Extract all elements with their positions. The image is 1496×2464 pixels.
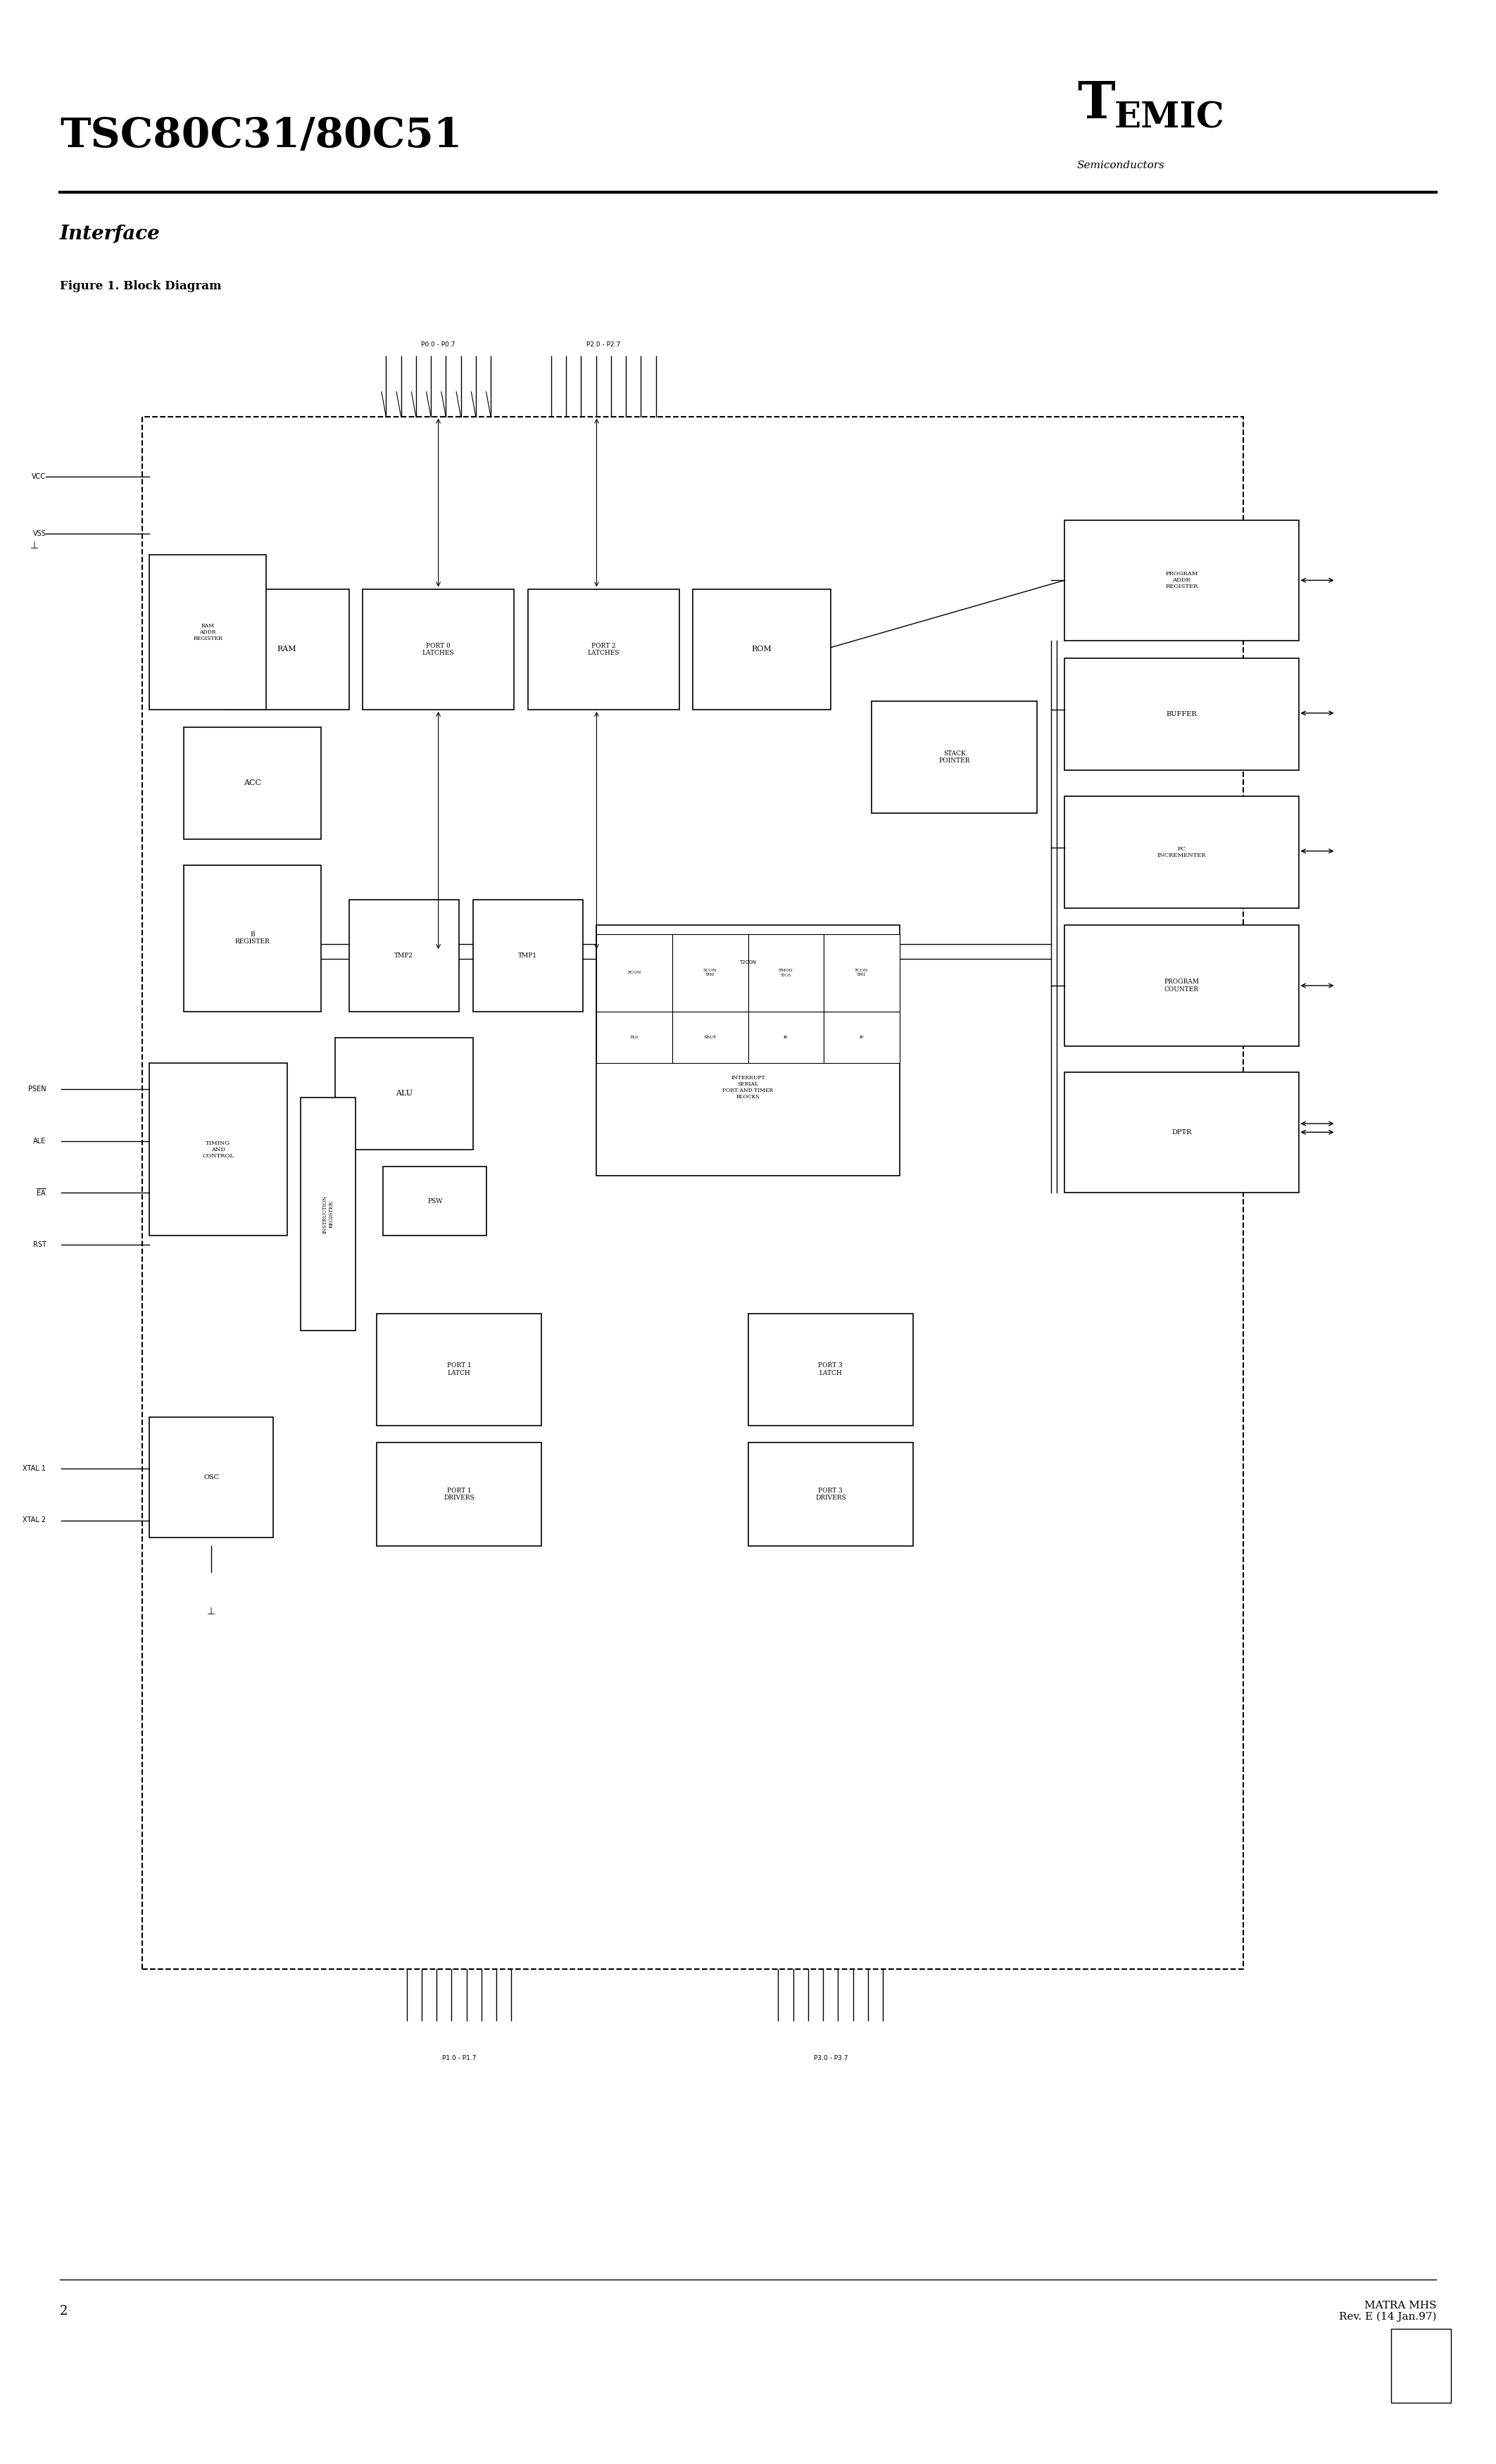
Text: PCON: PCON xyxy=(628,971,642,973)
Text: ROM: ROM xyxy=(751,646,772,653)
Bar xyxy=(184,727,322,840)
Text: Interface: Interface xyxy=(60,224,160,244)
Text: RAM
ADDR
REGISTER: RAM ADDR REGISTER xyxy=(193,623,223,641)
Bar xyxy=(824,1010,899,1064)
Text: PORT 3
DRIVERS: PORT 3 DRIVERS xyxy=(815,1488,845,1501)
Text: Figure 1. Block Diagram: Figure 1. Block Diagram xyxy=(60,281,221,291)
Bar xyxy=(597,934,672,1013)
Text: XTAL 1: XTAL 1 xyxy=(22,1466,46,1471)
Text: PROGRAM
COUNTER: PROGRAM COUNTER xyxy=(1164,978,1200,993)
Bar xyxy=(150,554,266,710)
Bar xyxy=(362,589,515,710)
Text: SCON
TH0: SCON TH0 xyxy=(703,968,717,976)
Text: STACK
POINTER: STACK POINTER xyxy=(939,749,969,764)
Text: PSEN: PSEN xyxy=(28,1087,46,1092)
Bar xyxy=(824,934,899,1013)
Text: IP: IP xyxy=(859,1035,863,1040)
Bar xyxy=(748,1010,824,1064)
Text: ⊥: ⊥ xyxy=(30,540,39,549)
Bar xyxy=(1065,926,1299,1047)
Text: EMIC: EMIC xyxy=(1115,101,1225,136)
Bar xyxy=(1391,2328,1451,2402)
Text: IE: IE xyxy=(784,1035,788,1040)
Text: PORT 2
LATCHES: PORT 2 LATCHES xyxy=(588,643,619,655)
Bar xyxy=(1065,1072,1299,1193)
Text: T: T xyxy=(1077,79,1115,128)
Text: TMOD
T/C0: TMOD T/C0 xyxy=(778,968,793,976)
Bar xyxy=(1065,796,1299,909)
Text: MATRA MHS
Rev. E (14 Jan.97): MATRA MHS Rev. E (14 Jan.97) xyxy=(1339,2301,1436,2321)
Bar xyxy=(349,899,459,1013)
Text: PORT 0
LATCHES: PORT 0 LATCHES xyxy=(422,643,455,655)
Bar xyxy=(377,1313,542,1424)
Text: P3.0 - P3.7: P3.0 - P3.7 xyxy=(814,2055,848,2062)
Text: TSC80C31/80C51: TSC80C31/80C51 xyxy=(60,116,462,155)
Text: PORT 1
DRIVERS: PORT 1 DRIVERS xyxy=(444,1488,474,1501)
Bar xyxy=(597,1010,672,1064)
Bar xyxy=(748,1444,913,1547)
Bar xyxy=(150,1417,274,1538)
Bar xyxy=(301,1099,356,1331)
Text: TCON
TH1: TCON TH1 xyxy=(854,968,868,976)
Text: RST: RST xyxy=(33,1242,46,1247)
Text: TMP1: TMP1 xyxy=(518,951,537,958)
Bar xyxy=(1065,658,1299,771)
Text: ALU: ALU xyxy=(395,1089,413,1096)
Text: T2CON: T2CON xyxy=(739,961,757,963)
Bar xyxy=(184,865,322,1013)
Bar xyxy=(142,416,1243,1969)
Text: SBUF: SBUF xyxy=(703,1035,717,1040)
Bar xyxy=(693,589,830,710)
Bar xyxy=(473,899,583,1013)
Text: P1.0 - P1.7: P1.0 - P1.7 xyxy=(441,2055,476,2062)
Text: TIMING
AND
CONTROL: TIMING AND CONTROL xyxy=(202,1141,233,1158)
Text: PC
INCREMENTER: PC INCREMENTER xyxy=(1156,845,1206,857)
Bar xyxy=(672,934,748,1013)
Text: INSTRUCTION
REGISTER: INSTRUCTION REGISTER xyxy=(322,1195,334,1232)
Text: ALE: ALE xyxy=(33,1138,46,1143)
Bar xyxy=(528,589,679,710)
Text: ⊥: ⊥ xyxy=(206,1607,215,1616)
Text: Semiconductors: Semiconductors xyxy=(1077,160,1165,170)
Bar xyxy=(1065,520,1299,641)
Bar xyxy=(597,926,899,1175)
Text: TMP2: TMP2 xyxy=(395,951,413,958)
Text: VSS: VSS xyxy=(33,530,46,537)
Text: BUFFER: BUFFER xyxy=(1167,710,1197,717)
Text: PROGRAM
ADDR
REGISTER: PROGRAM ADDR REGISTER xyxy=(1165,572,1198,589)
Bar xyxy=(872,702,1037,813)
Text: OSC: OSC xyxy=(203,1473,218,1481)
Text: PORT 3
LATCH: PORT 3 LATCH xyxy=(818,1363,842,1377)
Text: DPTR: DPTR xyxy=(1171,1129,1192,1136)
Text: PORT 1
LATCH: PORT 1 LATCH xyxy=(447,1363,471,1377)
Bar xyxy=(224,589,349,710)
Bar xyxy=(383,1168,486,1237)
Text: 2: 2 xyxy=(60,2304,67,2319)
Text: TL0: TL0 xyxy=(630,1035,639,1040)
Text: P0.0 - P0.7: P0.0 - P0.7 xyxy=(422,340,455,347)
Bar xyxy=(748,1313,913,1424)
Text: PSW: PSW xyxy=(428,1198,443,1205)
Text: P2.0 - P2.7: P2.0 - P2.7 xyxy=(586,340,621,347)
Bar xyxy=(377,1444,542,1547)
Text: B
REGISTER: B REGISTER xyxy=(235,931,271,946)
Text: INTERRUPT
SERIAL
PORT AND TIMER
BLOCKS: INTERRUPT SERIAL PORT AND TIMER BLOCKS xyxy=(723,1074,773,1099)
Text: ACC: ACC xyxy=(244,779,262,786)
Text: VCC: VCC xyxy=(31,473,46,480)
Bar xyxy=(150,1064,287,1237)
Bar xyxy=(748,934,824,1013)
Text: XTAL 2: XTAL 2 xyxy=(22,1518,46,1523)
Text: $\overline{\rm EA}$: $\overline{\rm EA}$ xyxy=(36,1188,46,1198)
Text: RAM: RAM xyxy=(277,646,296,653)
Bar xyxy=(335,1037,473,1148)
Bar xyxy=(672,1010,748,1064)
